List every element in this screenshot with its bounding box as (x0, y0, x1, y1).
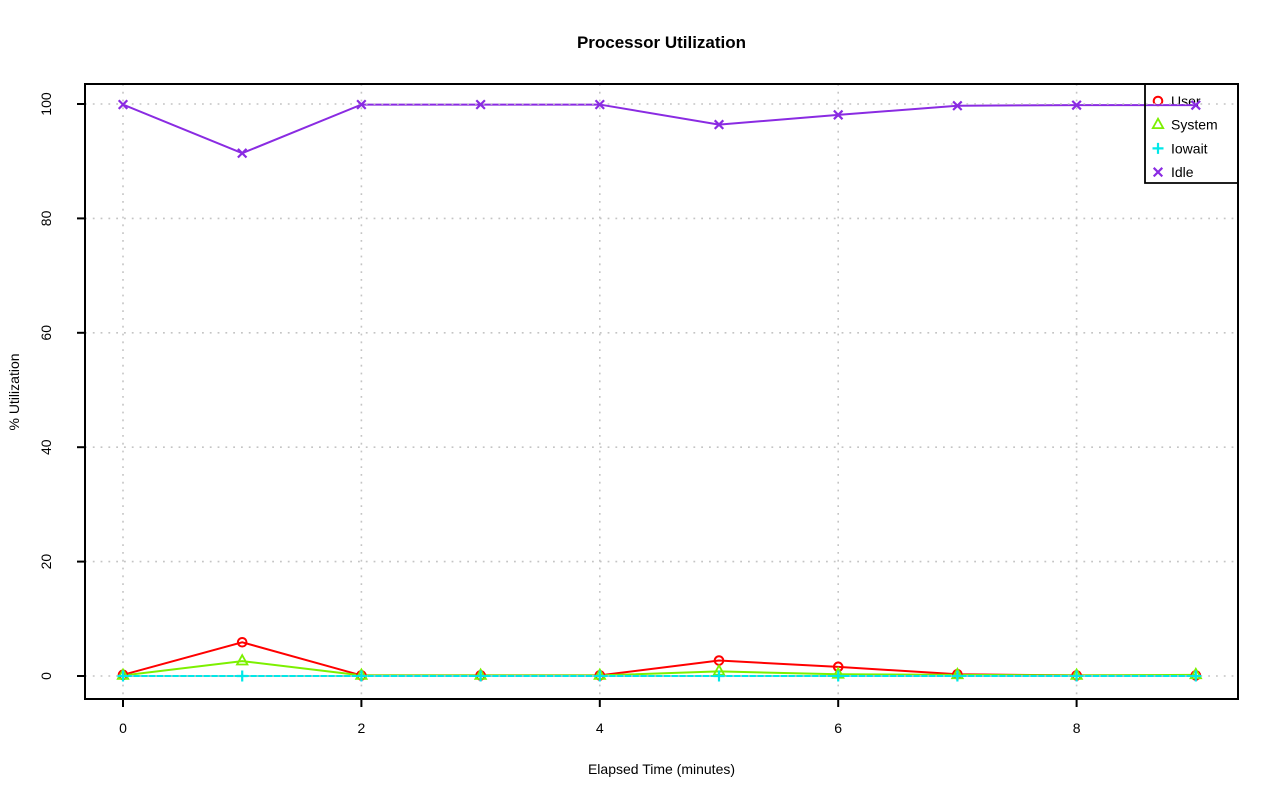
x-marker (1071, 100, 1082, 111)
legend-border (1144, 84, 1238, 184)
plus-marker (1190, 670, 1202, 682)
plot-border (84, 83, 1239, 700)
x-tick-label: 0 (119, 720, 127, 736)
plus-marker (1071, 670, 1083, 682)
plus-marker (594, 670, 606, 682)
x-marker (594, 99, 605, 110)
y-tick-label: 60 (38, 325, 54, 341)
plus-marker (236, 670, 248, 682)
chart-title: Processor Utilization (576, 33, 747, 52)
y-tick-label: 100 (38, 92, 54, 116)
x-tick-label: 4 (596, 720, 604, 736)
legend-item-idle: Idle (1152, 164, 1194, 180)
plus-legend-icon (1152, 142, 1164, 154)
x-tick-label: 2 (358, 720, 366, 736)
y-tick-label: 40 (38, 439, 54, 455)
legend-label: Idle (1171, 164, 1194, 180)
axis-ticks (77, 103, 1078, 707)
plus-marker (355, 670, 367, 682)
x-marker (1190, 100, 1201, 111)
x-marker (952, 100, 963, 111)
y-tick-label: 20 (38, 554, 54, 570)
plus-marker (951, 670, 963, 682)
plus-marker (713, 670, 725, 682)
series-line-user (122, 641, 1196, 677)
series-markers-idle (117, 99, 1201, 159)
plus-marker (475, 670, 487, 682)
gridlines (85, 84, 1238, 699)
circle-marker (236, 636, 248, 648)
plus-marker (832, 670, 844, 682)
y-tick-label: 80 (38, 210, 54, 226)
x-marker (237, 148, 248, 159)
series-markers-iowait (117, 670, 1202, 682)
series-line-idle (122, 103, 1196, 155)
x-marker (833, 109, 844, 120)
x-tick-label: 6 (834, 720, 842, 736)
x-legend-icon (1152, 167, 1164, 178)
x-marker (117, 99, 129, 110)
triangle-legend-icon (1151, 116, 1165, 129)
x-marker (475, 99, 486, 110)
legend-label: Iowait (1171, 140, 1208, 156)
legend-item-iowait: Iowait (1152, 140, 1208, 156)
plus-marker (117, 670, 129, 682)
legend-item-system: System (1151, 116, 1218, 133)
x-axis-label: Elapsed Time (minutes) (587, 761, 736, 777)
legend-label: System (1171, 117, 1218, 133)
x-tick-label: 8 (1073, 720, 1081, 736)
x-marker (713, 119, 725, 130)
y-axis-label: % Utilization (6, 353, 22, 431)
x-marker (356, 99, 367, 110)
y-tick-label: 0 (38, 672, 54, 680)
triangle-marker (235, 653, 249, 666)
